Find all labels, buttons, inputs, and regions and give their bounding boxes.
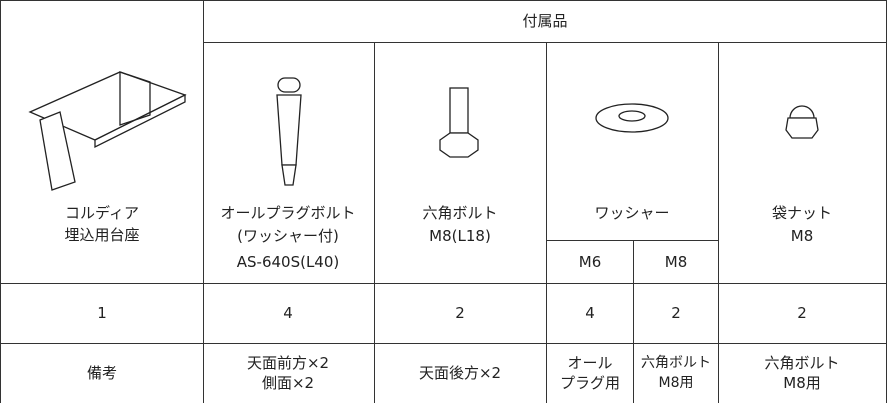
column-name: コルディア	[65, 204, 139, 222]
column-name: M8(L18)	[429, 227, 491, 245]
column-name: AS-640S(L40)	[236, 253, 340, 271]
remark: M8用	[783, 374, 821, 392]
remark: オール	[567, 354, 613, 372]
quantity: 1	[97, 304, 107, 322]
remark: M8用	[658, 375, 694, 391]
quantity: 2	[455, 304, 465, 322]
quantity: 4	[585, 304, 595, 322]
column-name: M8	[790, 227, 814, 245]
remark: 六角ボルト	[764, 354, 840, 372]
remark: 天面前方×2	[246, 354, 330, 372]
remark: プラグ用	[559, 374, 621, 392]
size-label: M8	[664, 253, 688, 271]
remark: 側面×2	[261, 374, 315, 392]
column-name: 袋ナット	[771, 204, 833, 222]
quantity: 2	[797, 304, 807, 322]
group-header: 付属品	[522, 12, 568, 30]
size-label: M6	[578, 253, 602, 271]
column-name: (ワッシャー付)	[237, 227, 339, 245]
quantity: 2	[671, 304, 681, 322]
column-name: ワッシャー	[594, 204, 670, 222]
remark: 天面後方×2	[418, 364, 502, 382]
quantity: 4	[283, 304, 293, 322]
column-name: 埋込用台座	[64, 226, 140, 244]
remark: 六角ボルト	[641, 355, 711, 371]
remarks-label: 備考	[86, 364, 118, 382]
column-name: オールプラグボルト	[220, 204, 356, 222]
column-name: 六角ボルト	[422, 204, 498, 222]
